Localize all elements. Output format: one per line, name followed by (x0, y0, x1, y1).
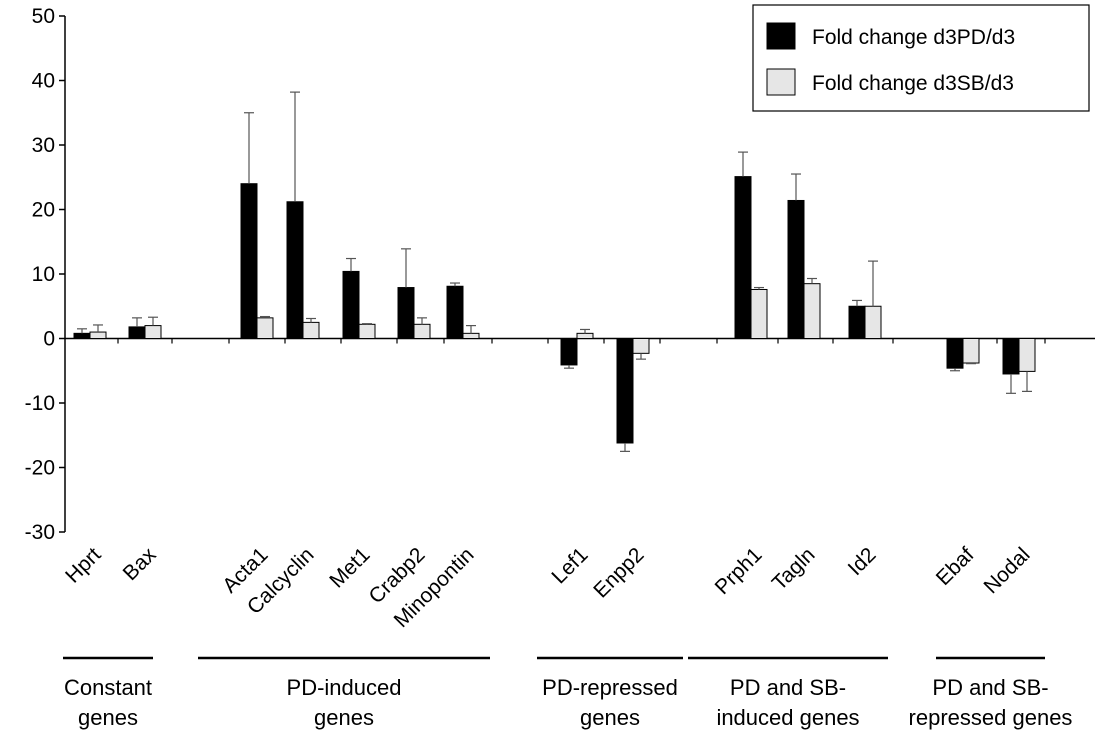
group-label: PD-repressed genes (542, 675, 678, 730)
legend-swatch (766, 22, 796, 50)
legend-box (752, 4, 1090, 112)
bar-pd-nodal (1002, 338, 1020, 375)
bar-pd-calcyclin (286, 201, 304, 339)
bar-sb-met1 (358, 323, 376, 339)
bar-pd-id2 (848, 305, 866, 339)
bar-pd-ebaf (946, 338, 964, 369)
y-tick-label: -20 (25, 457, 55, 480)
legend-swatch (766, 68, 796, 96)
y-tick-label: 50 (32, 5, 55, 28)
bar-sb-acta1 (256, 317, 274, 339)
group-label-line: PD-repressed (542, 675, 678, 700)
bar-sb-hprt (89, 331, 107, 339)
bar-pd-crabp2 (397, 287, 415, 340)
category-label-hprt: Hprt (61, 543, 105, 587)
bar-pd-hprt (73, 332, 91, 339)
legend: Fold change d3PD/d3 Fold change d3SB/d3 (752, 4, 1090, 112)
category-label-lef1: Lef1 (547, 543, 592, 588)
group-label-line: PD-induced (287, 675, 402, 700)
bar-pd-minopontin (446, 285, 464, 340)
bar-pd-met1 (342, 270, 360, 340)
bar-sb-enpp2 (632, 338, 650, 354)
y-tick-label: -30 (25, 521, 55, 544)
category-label-ebaf: Ebaf (932, 543, 979, 590)
group-label-line: repressed genes (909, 705, 1073, 730)
bar-sb-lef1 (576, 332, 594, 339)
bar-sb-crabp2 (413, 323, 431, 339)
category-label-id2: Id2 (844, 543, 881, 580)
category-label-nodal: Nodal (979, 543, 1034, 598)
legend-label: Fold change d3SB/d3 (812, 72, 1014, 95)
error-bars (77, 91, 1032, 452)
bar-pd-acta1 (240, 183, 258, 339)
group-label: PD and SB-induced genes (716, 675, 859, 730)
bar-sb-prph1 (750, 288, 768, 340)
bar-sb-id2 (864, 305, 882, 339)
bar-pd-tagln (787, 199, 805, 339)
group-label: PD-induced genes (287, 675, 402, 730)
y-tick-label: -10 (25, 392, 55, 415)
group-label-line: PD and SB- (932, 675, 1048, 700)
bar-pd-prph1 (734, 176, 752, 339)
category-label-tagln: Tagln (768, 543, 820, 595)
y-tick-label: 10 (32, 263, 55, 286)
bar-pd-lef1 (560, 338, 578, 366)
y-tick-label: 30 (32, 134, 55, 157)
group-label: PD and SB-repressed genes (909, 675, 1073, 730)
group-label-line: PD and SB- (730, 675, 846, 700)
category-label-bax: Bax (119, 543, 161, 585)
group-label-line: genes (78, 705, 138, 730)
group-label-line: Constant (64, 675, 152, 700)
y-tick-label: 0 (43, 328, 55, 351)
bar-pd-enpp2 (616, 338, 634, 444)
group-label: Constant genes (64, 675, 152, 730)
bar-sb-nodal (1018, 338, 1036, 372)
category-label-enpp2: Enpp2 (589, 543, 648, 602)
bar-sb-tagln (803, 283, 821, 339)
bar-pd-bax (128, 326, 146, 340)
group-label-line: genes (314, 705, 374, 730)
y-tick-label: 20 (32, 199, 55, 222)
bar-sb-minopontin (462, 332, 480, 339)
category-label-prph1: Prph1 (711, 543, 767, 599)
group-label-line: genes (580, 705, 640, 730)
bars (73, 176, 1036, 444)
bar-sb-calcyclin (302, 321, 320, 339)
category-label-met1: Met1 (325, 543, 374, 592)
y-tick-label: 40 (32, 70, 55, 93)
group-label-line: induced genes (716, 705, 859, 730)
bar-sb-bax (144, 325, 162, 340)
legend-label: Fold change d3PD/d3 (812, 26, 1015, 49)
bar-sb-ebaf (962, 338, 980, 364)
